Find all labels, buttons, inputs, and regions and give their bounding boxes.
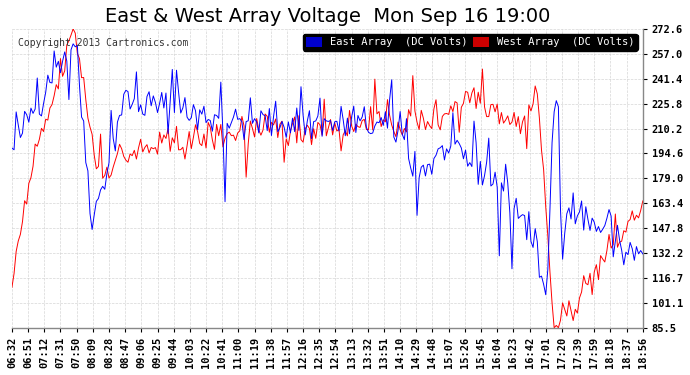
Title: East & West Array Voltage  Mon Sep 16 19:00: East & West Array Voltage Mon Sep 16 19:… [105,7,550,26]
Legend: East Array  (DC Volts), West Array  (DC Volts): East Array (DC Volts), West Array (DC Vo… [303,34,638,51]
Text: Copyright 2013 Cartronics.com: Copyright 2013 Cartronics.com [18,38,188,48]
